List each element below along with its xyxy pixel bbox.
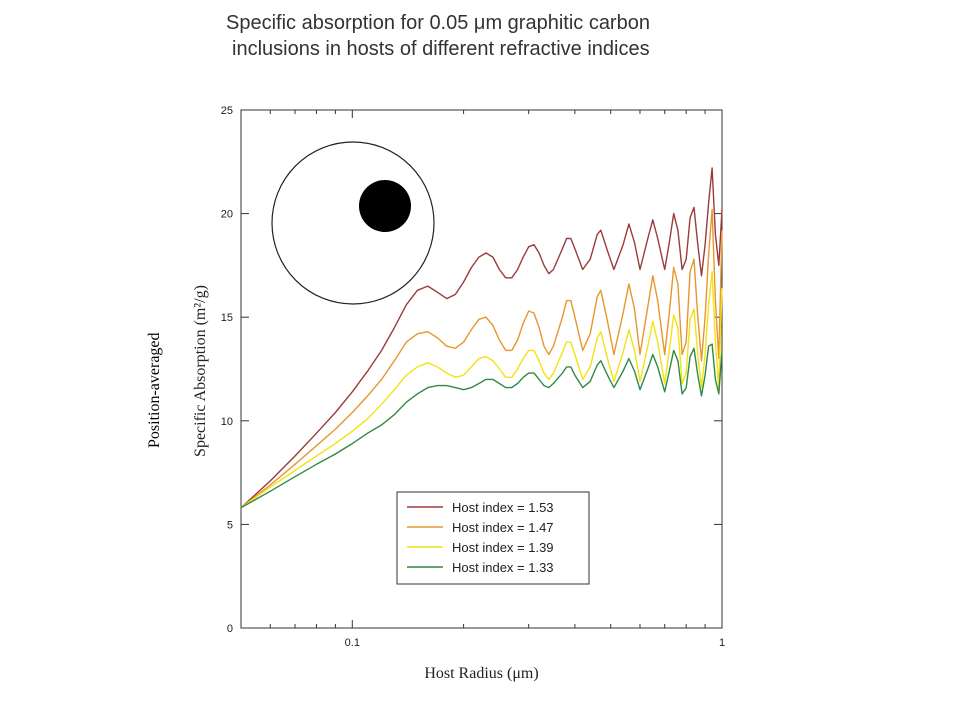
inclusion-dot-icon xyxy=(359,180,411,232)
legend-label: Host index = 1.47 xyxy=(452,520,554,535)
y-tick-label: 0 xyxy=(227,623,233,635)
series-layer xyxy=(240,167,723,509)
inset-diagram xyxy=(271,141,435,305)
series-line-2 xyxy=(240,208,723,509)
y-tick-label: 5 xyxy=(227,519,233,531)
chart-title-line-1: Specific absorption for 0.05 μm graphiti… xyxy=(226,12,650,34)
y-tick-label: 25 xyxy=(221,105,233,117)
series-line-3 xyxy=(240,270,723,509)
y-tick-label: 20 xyxy=(221,209,233,221)
series-line-4 xyxy=(240,343,723,509)
position-averaged-label: Position-averaged xyxy=(146,332,163,448)
legend-label: Host index = 1.33 xyxy=(452,560,554,575)
chart-title-line-2: inclusions in hosts of different refract… xyxy=(232,38,650,60)
x-axis-label: Host Radius (μm) xyxy=(424,665,538,682)
plot-frame xyxy=(240,109,723,629)
y-axis-label: Specific Absorption (m²/g) xyxy=(192,285,209,457)
legend-label: Host index = 1.53 xyxy=(452,500,554,515)
series-line-1 xyxy=(240,167,723,509)
chart-title: Specific absorption for 0.05 μm graphiti… xyxy=(226,10,766,62)
chart-axes: 0 5 10 15 20 25 0.1 1 Host Radius (μm) Specific A… xyxy=(192,105,725,682)
y-tick-label: 15 xyxy=(221,312,233,324)
x-tick-label: 1 xyxy=(719,637,725,649)
x-tick-label: 0.1 xyxy=(345,637,360,649)
host-circle-icon xyxy=(271,141,435,305)
y-tick-label: 10 xyxy=(221,416,233,428)
chart-legend: Host index = 1.53 Host index = 1.47 Host i… xyxy=(396,491,590,585)
legend-label: Host index = 1.39 xyxy=(452,540,554,555)
